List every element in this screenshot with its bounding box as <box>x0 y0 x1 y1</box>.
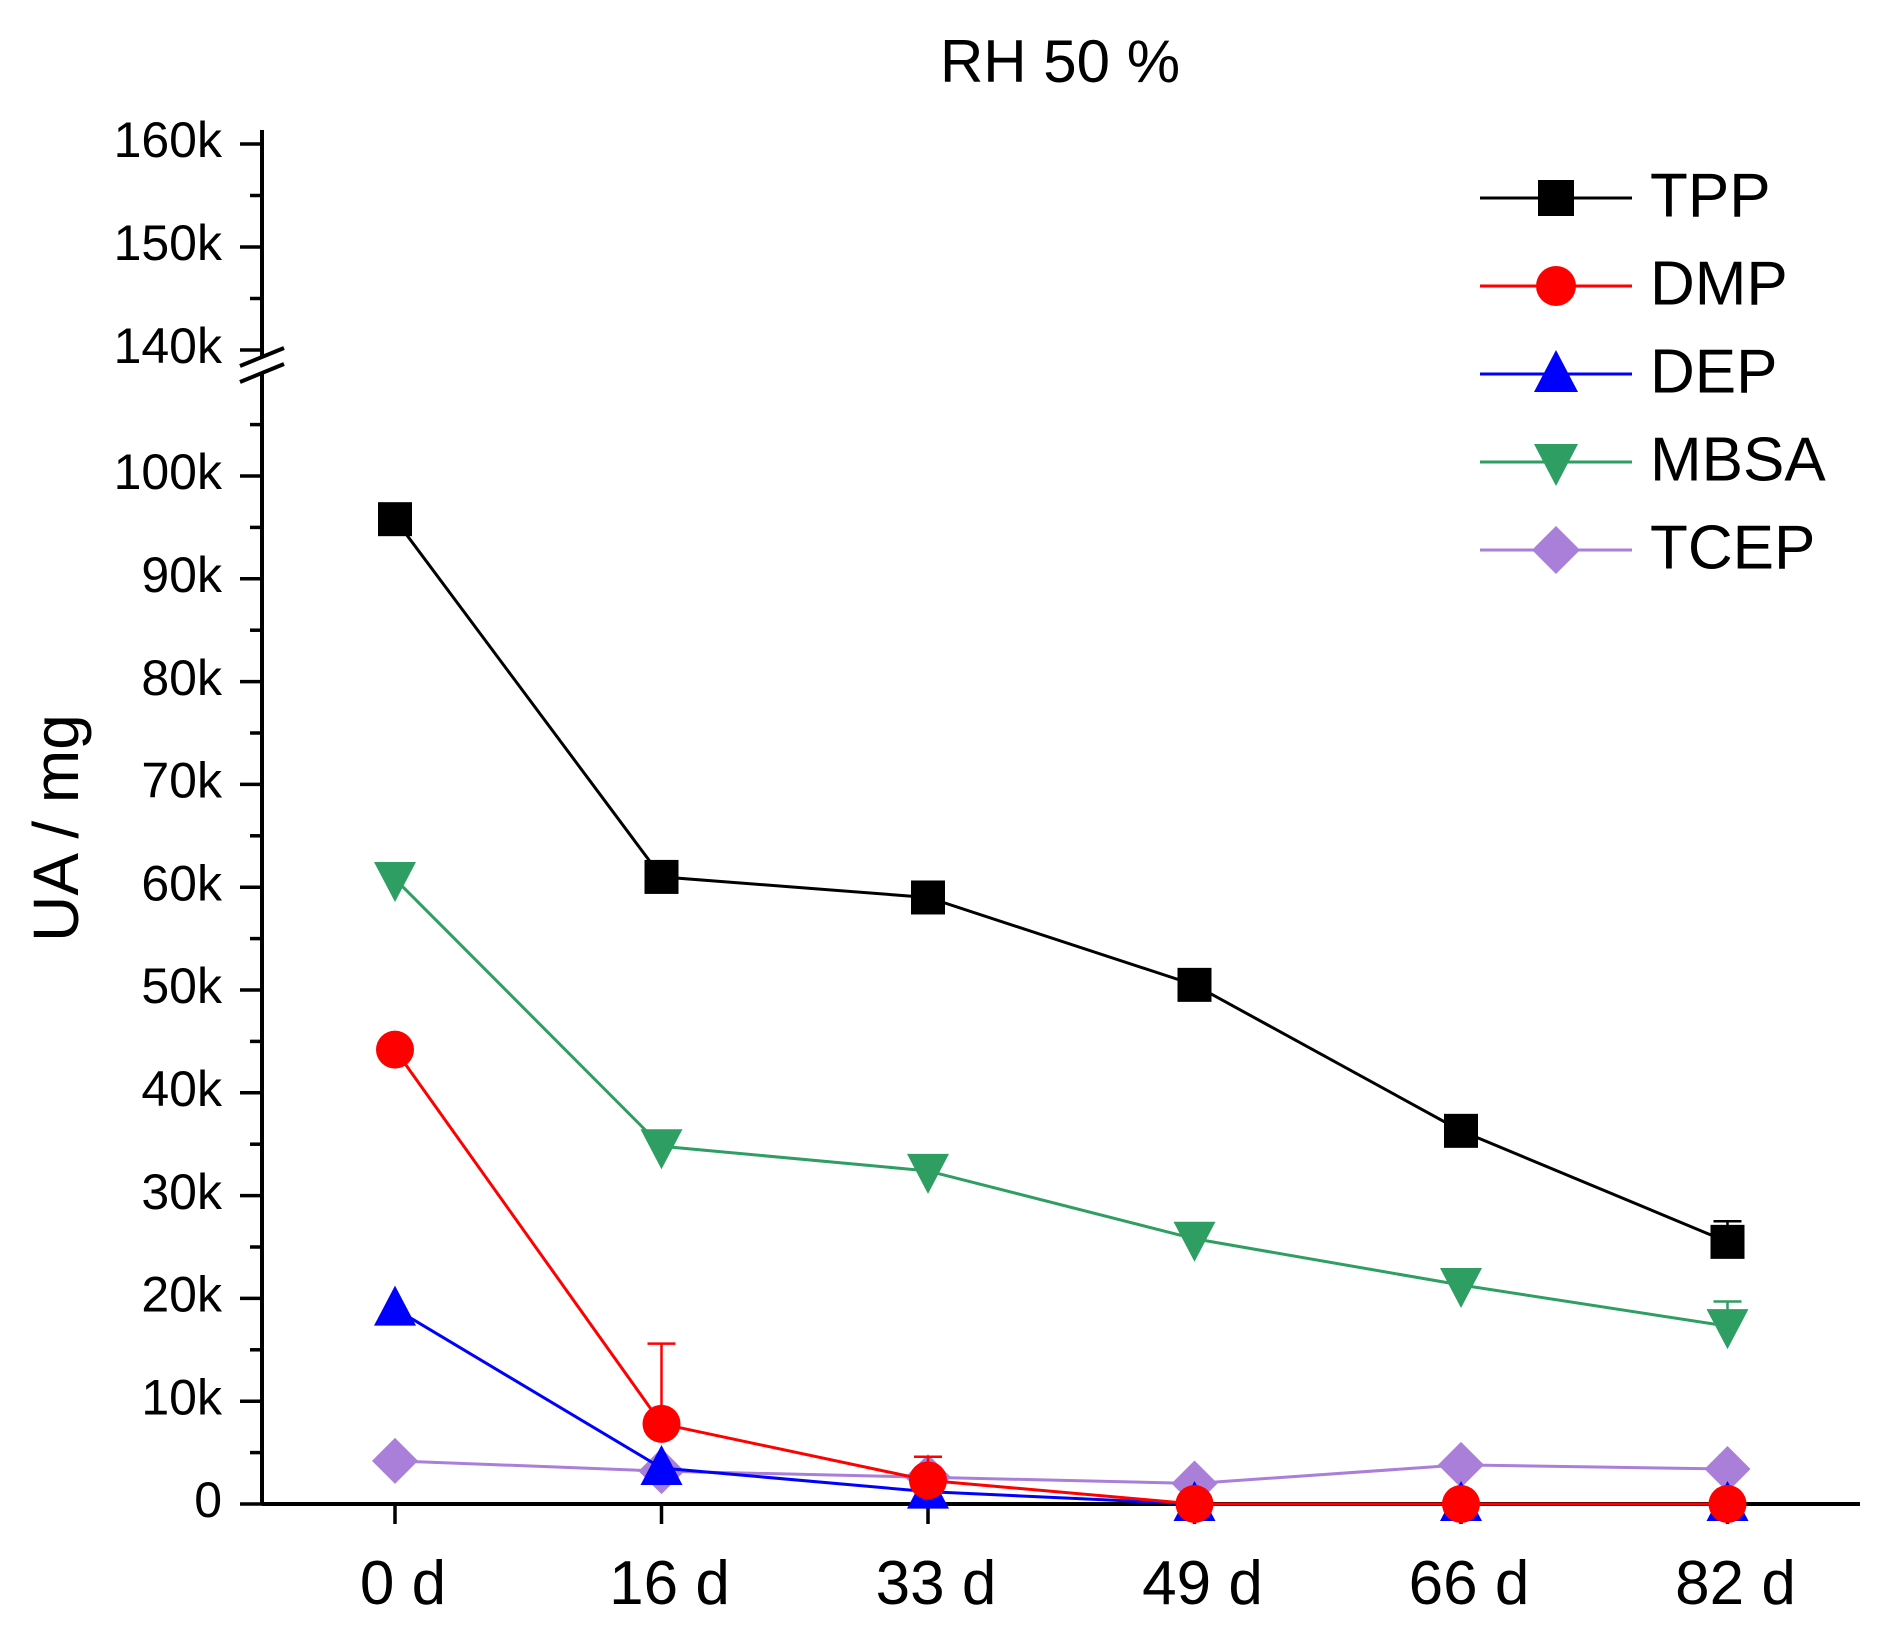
y-tick-label: 140k <box>114 318 223 374</box>
legend-marker <box>1536 266 1576 306</box>
data-point <box>374 1285 416 1326</box>
data-point <box>1708 1485 1747 1523</box>
legend-label: MBSA <box>1650 425 1826 494</box>
series-group <box>372 502 1751 1523</box>
y-tick-label: 0 <box>194 1472 222 1528</box>
series-line <box>393 1048 1728 1506</box>
x-ticks: 0 d 16 d 33 d 49 d 66 d 82 d <box>360 1504 1796 1618</box>
y-tick-label: 70k <box>141 753 223 809</box>
y-tick-label: 150k <box>114 215 223 271</box>
legend-label: TCEP <box>1650 513 1815 582</box>
data-point <box>644 859 679 894</box>
y-tick-label: 60k <box>141 855 223 911</box>
legend-item-mbsa: MBSA <box>1480 425 1826 494</box>
axes <box>239 130 1860 1506</box>
legend-item-tpp: TPP <box>1480 161 1771 230</box>
y-tick-label: 10k <box>141 1369 223 1425</box>
y-ticks: 0 10k 20k 30k 40k 50k 60k 70k 80k 90k 100k 140k 150k… <box>114 112 262 1528</box>
data-point <box>374 861 416 902</box>
series-mbsa <box>374 861 1749 1350</box>
legend-label: TPP <box>1650 161 1771 230</box>
y-tick-label: 160k <box>114 112 223 168</box>
data-point <box>376 1030 414 1069</box>
series-line <box>393 518 1729 1244</box>
legend-item-dmp: DMP <box>1480 249 1788 318</box>
data-point <box>1710 1224 1745 1259</box>
data-point <box>911 880 945 915</box>
axis-break-mark <box>239 346 285 368</box>
series-line <box>393 877 1728 1328</box>
data-point <box>1444 1113 1478 1148</box>
x-tick-label: 16 d <box>609 1549 730 1618</box>
x-tick-label: 33 d <box>876 1549 997 1618</box>
legend-marker <box>1532 526 1580 574</box>
y-tick-label: 20k <box>141 1267 223 1323</box>
legend-marker <box>1534 444 1578 486</box>
data-point <box>1442 1485 1480 1523</box>
legend-marker <box>1534 350 1578 392</box>
y-tick-label: 30k <box>141 1164 223 1220</box>
data-point <box>1173 1221 1216 1262</box>
data-point <box>378 502 412 537</box>
x-tick-label: 82 d <box>1675 1549 1796 1618</box>
legend-label: DMP <box>1650 249 1788 318</box>
series-dmp <box>376 1030 1747 1523</box>
data-point <box>909 1461 947 1500</box>
x-tick-label: 66 d <box>1409 1549 1530 1618</box>
legend-label: DEP <box>1650 337 1777 406</box>
y-tick-label: 40k <box>141 1061 223 1117</box>
legend: TPP DMP DEP MBSA TCEP <box>1480 161 1826 582</box>
data-point <box>1704 1446 1751 1493</box>
data-point <box>372 1437 418 1484</box>
axis-break-mark <box>239 362 285 384</box>
series-tpp <box>378 502 1745 1259</box>
data-point <box>642 1404 681 1443</box>
series-line <box>394 1307 1728 1506</box>
data-point <box>1706 1309 1749 1350</box>
data-point <box>640 1129 683 1170</box>
legend-item-tcep: TCEP <box>1480 513 1815 582</box>
x-tick-label: 49 d <box>1142 1549 1263 1618</box>
data-point <box>907 1153 949 1194</box>
data-point <box>640 1445 683 1486</box>
chart-title: RH 50 % <box>940 28 1180 95</box>
series-tcep <box>372 1437 1751 1507</box>
legend-marker <box>1538 180 1574 216</box>
legend-item-dep: DEP <box>1480 337 1777 406</box>
y-tick-label: 50k <box>141 958 223 1014</box>
x-tick-label: 0 d <box>360 1549 446 1618</box>
data-point <box>1177 967 1212 1002</box>
series-dep <box>374 1285 1749 1521</box>
data-point <box>1438 1441 1484 1488</box>
data-point <box>1175 1485 1214 1523</box>
y-tick-label: 100k <box>114 444 223 500</box>
y-axis-label: UA / mg <box>20 714 92 942</box>
data-point <box>1440 1268 1482 1309</box>
y-tick-label: 80k <box>141 650 223 706</box>
y-tick-label: 90k <box>141 547 223 603</box>
series-line <box>394 1459 1728 1485</box>
